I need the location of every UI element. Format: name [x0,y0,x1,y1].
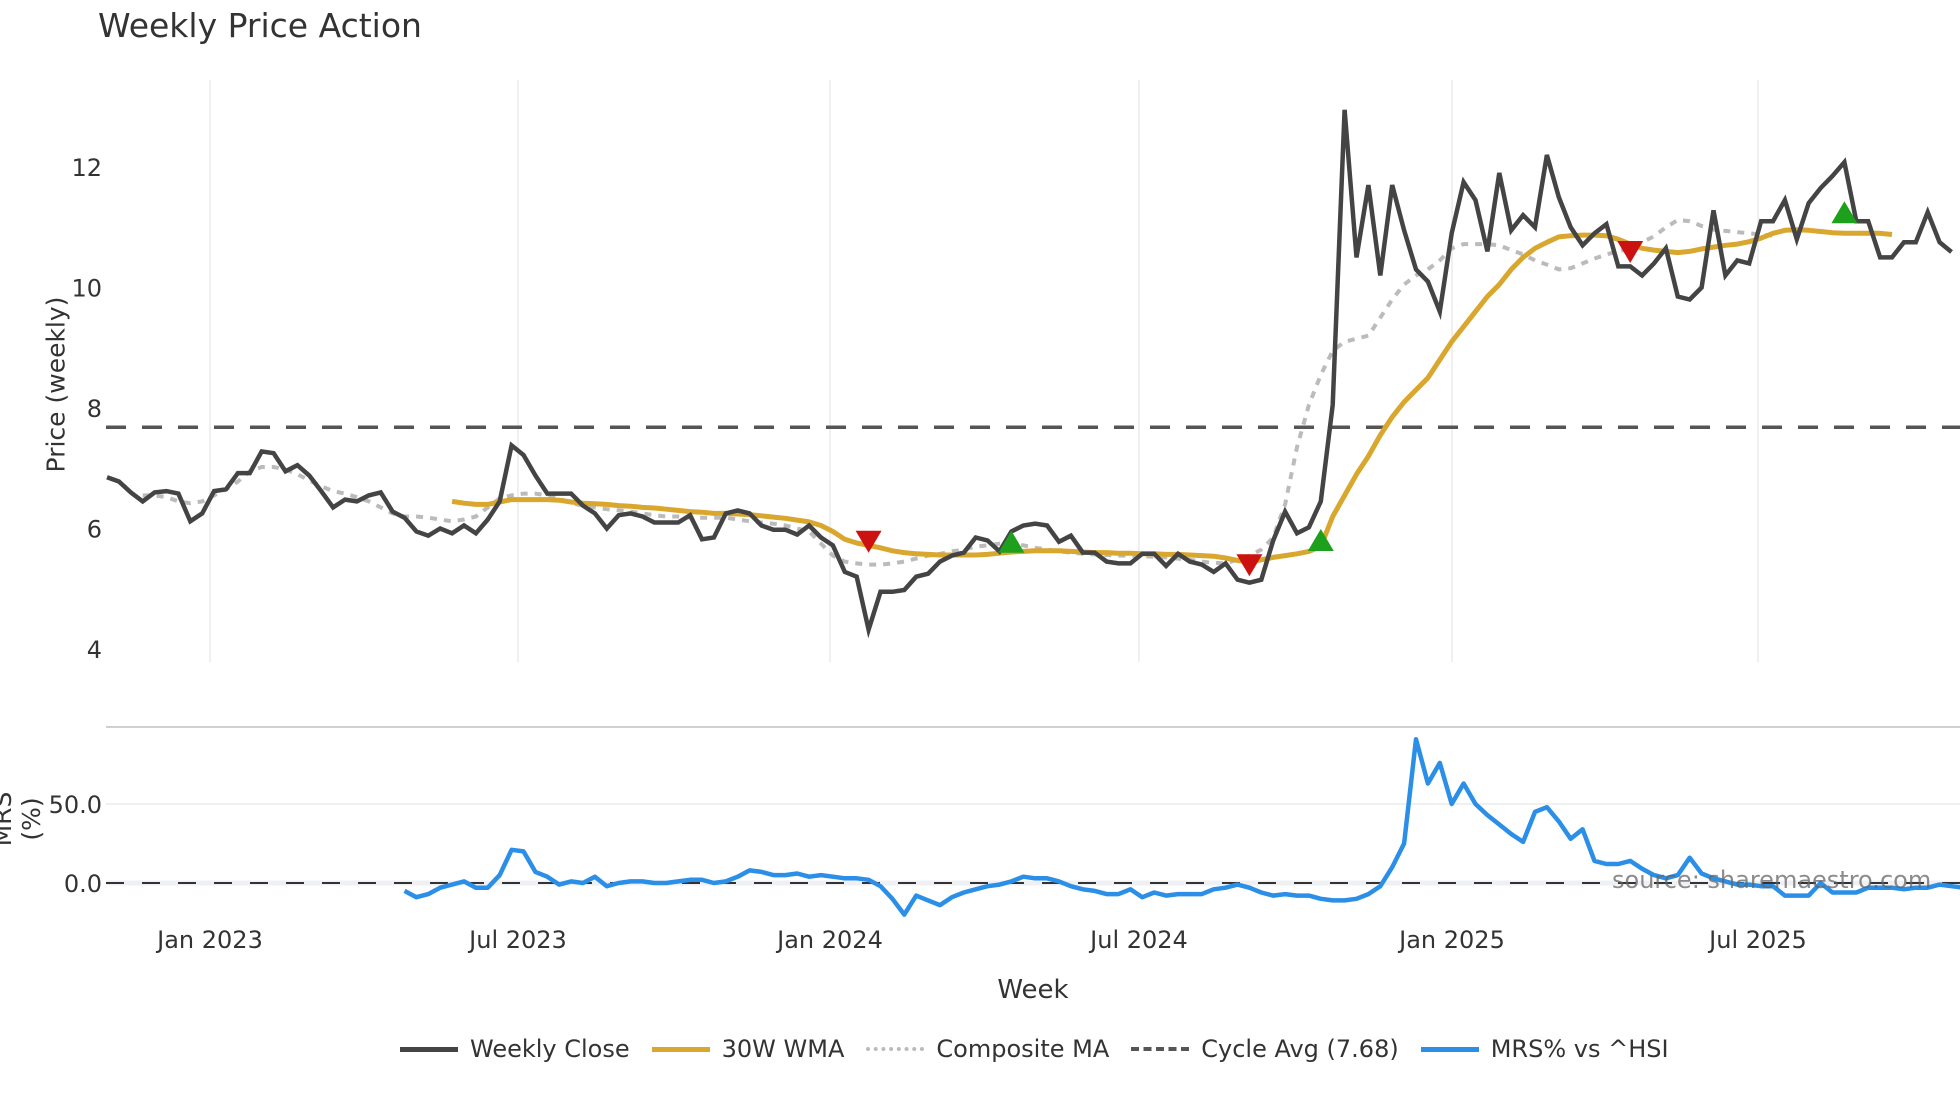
sell-signal-triangle-down-icon [855,530,882,553]
buy-signal-triangle-up-icon [998,530,1025,553]
source-watermark: source: sharemaestro.com [1612,866,1932,894]
legend-swatch-composite-ma [866,1047,925,1051]
x-tick-label: Jan 2024 [775,926,883,954]
mrs-y-axis-label: MRS (%) [0,791,46,847]
x-tick-label: Jul 2025 [1707,926,1807,954]
wma-line [451,227,1893,565]
legend-item-composite-ma[interactable]: Composite MA [866,1035,1109,1063]
legend: Weekly Close 30W WMA Composite MA Cycle … [400,1035,1691,1063]
mrs-y-tick: 50.0 [49,791,102,819]
composite-ma-line [142,217,1774,567]
weekly-close-line [106,109,1953,639]
x-axis-label: Week [997,975,1069,1005]
legend-swatch-mrs [1420,1046,1479,1052]
price-y-tick: 6 [87,516,102,544]
price-y-tick: 12 [71,154,102,182]
sell-signal-triangle-down-icon [1617,240,1644,263]
x-tick-label: Jul 2023 [467,926,567,954]
legend-item-weekly-close[interactable]: Weekly Close [400,1035,630,1063]
sell-signal-triangle-down-icon [1236,554,1263,577]
legend-swatch-30w-wma [651,1046,710,1052]
price-y-axis-label: Price (weekly) [41,296,71,473]
legend-label: MRS% vs ^HSI [1490,1035,1669,1063]
legend-item-30w-wma[interactable]: 30W WMA [651,1035,845,1063]
legend-item-mrs[interactable]: MRS% vs ^HSI [1420,1035,1669,1063]
mrs-y-tick: 0.0 [64,870,102,898]
x-tick-label: Jul 2024 [1088,926,1188,954]
legend-label: 30W WMA [721,1035,845,1063]
legend-swatch-cycle-avg [1131,1047,1190,1051]
legend-label: Composite MA [936,1035,1110,1063]
buy-signal-triangle-up-icon [1307,528,1334,551]
price-y-tick: 8 [87,395,102,423]
x-tick-label: Jan 2023 [155,926,263,954]
legend-label: Cycle Avg (7.68) [1201,1035,1399,1063]
legend-label: Weekly Close [470,1035,630,1063]
legend-swatch-weekly-close [400,1046,458,1052]
price-y-tick: 4 [87,636,102,664]
x-tick-label: Jan 2025 [1397,926,1505,954]
legend-item-cycle-avg[interactable]: Cycle Avg (7.68) [1131,1035,1399,1063]
buy-signal-triangle-up-icon [1831,201,1858,224]
chart-title: Weekly Price Action [98,6,422,45]
mrs-line [403,736,1960,917]
price-y-tick: 10 [71,275,102,303]
